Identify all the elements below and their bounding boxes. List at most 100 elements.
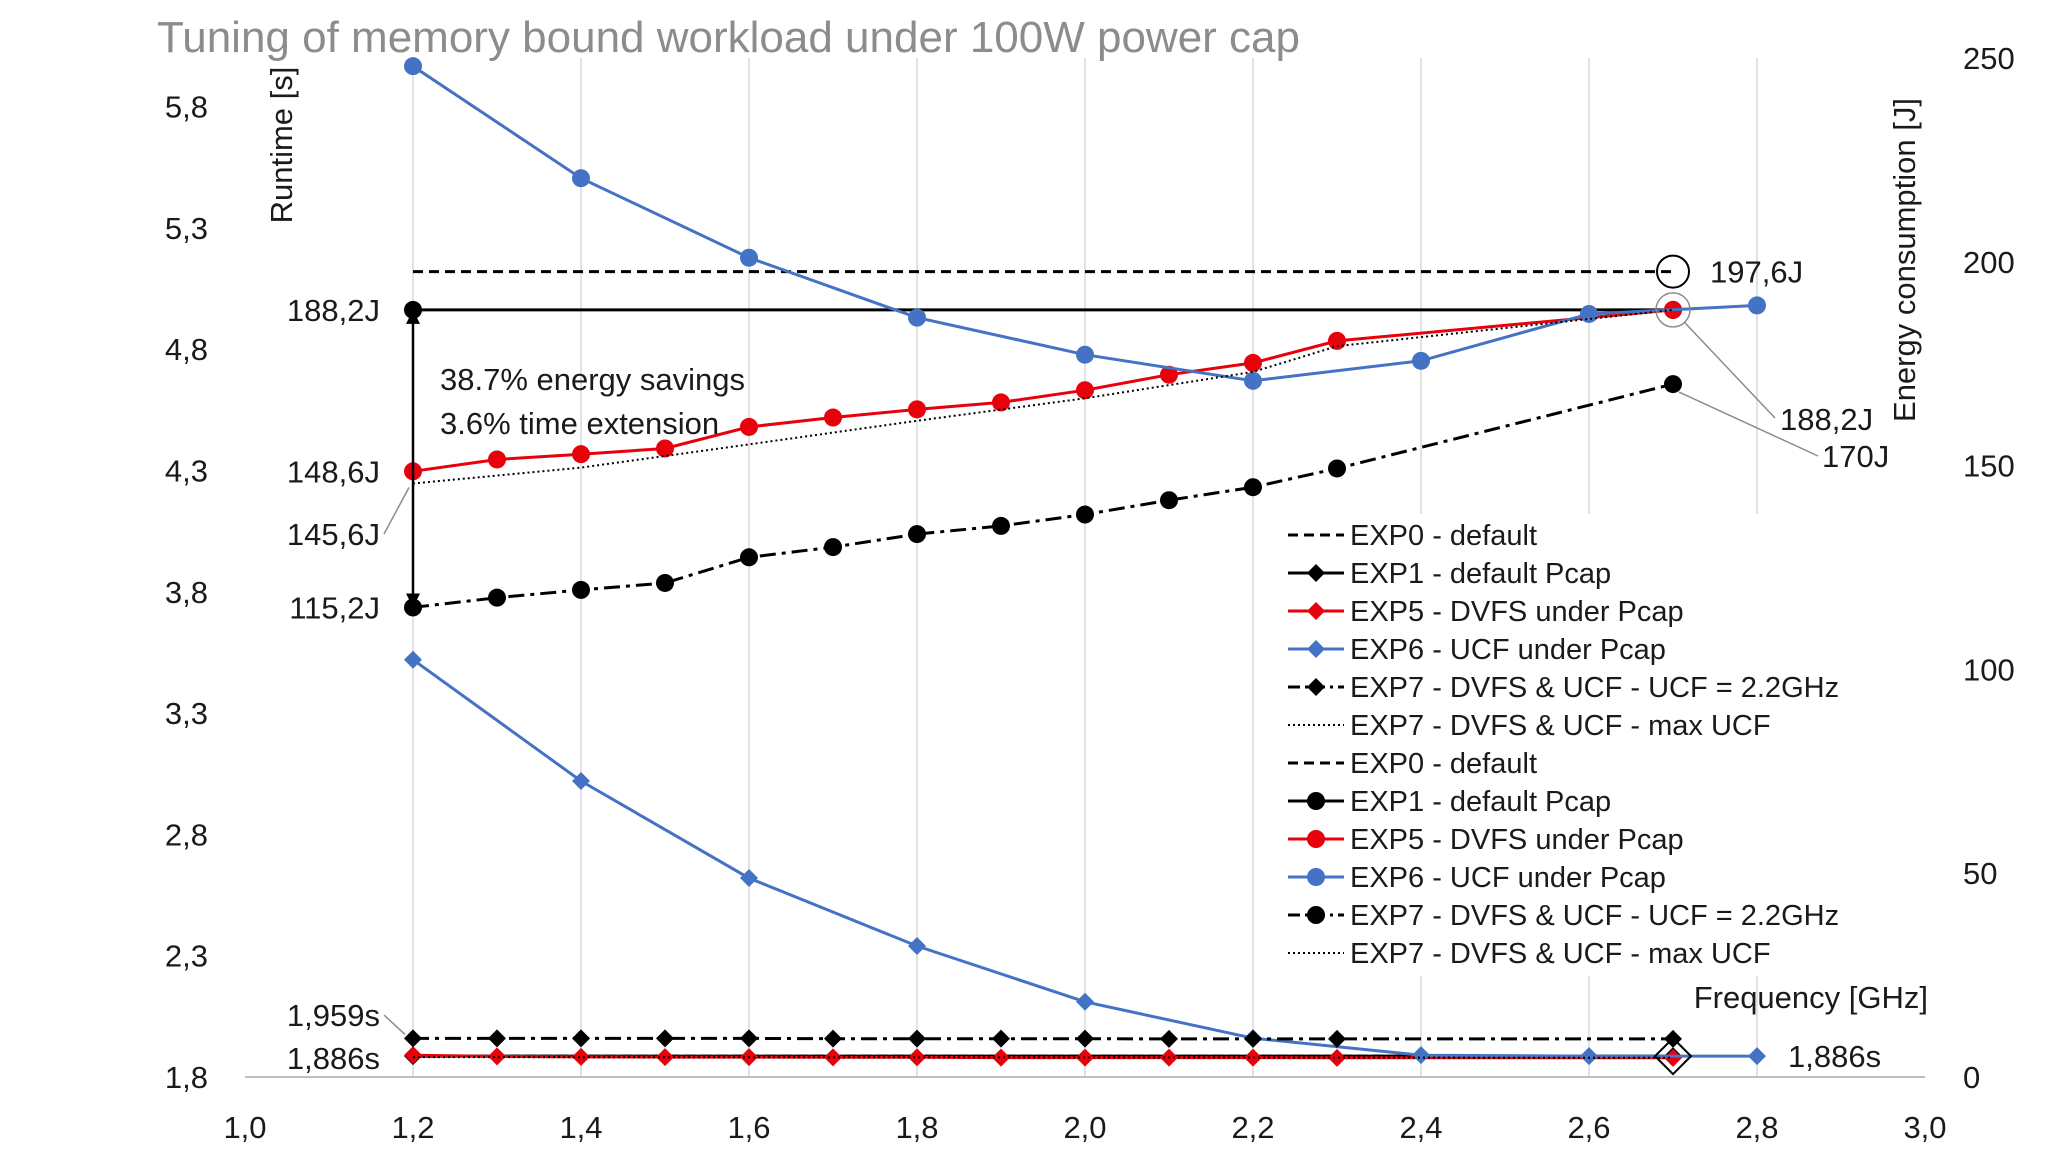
runtime-series-2-point (572, 1047, 590, 1066)
energy-series-4-point (488, 588, 506, 607)
runtime-series-3-point (1580, 1047, 1598, 1066)
x-tick-label: 2,6 (1567, 1110, 1610, 1145)
runtime-series-4-point (488, 1029, 506, 1048)
y-axis-ticks: 1,8 2,3 2,8 3,3 3,8 4,3 4,8 5,3 5,8 (165, 90, 208, 1095)
highlight-diamond (1653, 1036, 1693, 1076)
energy-series-5-line (412, 308, 1674, 485)
energy-series-2-point (1328, 331, 1346, 350)
runtime-series-4-point (1076, 1029, 1094, 1048)
energy-series-4-point (740, 548, 758, 567)
y-tick-label: 4,3 (165, 453, 208, 488)
energy-series-3-point (908, 308, 926, 327)
runtime-series-3-point (1412, 1046, 1430, 1065)
left-annotation-label: 115,2J (289, 590, 380, 625)
chart-title: Tuning of memory bound workload under 10… (157, 13, 1300, 62)
runtime-series-3-point (404, 650, 422, 669)
left-annotation-label: 188,2J (287, 293, 380, 328)
runtime-series-3-point (1076, 992, 1094, 1011)
left-annotation-label: 1,886s (287, 1041, 380, 1076)
right-annotation-label: 170J (1822, 439, 1889, 474)
y-tick-label: 3,3 (165, 696, 208, 731)
x-tick-label: 2,4 (1399, 1110, 1442, 1145)
runtime-series-4-point (404, 1029, 422, 1048)
legend-marker (1307, 678, 1325, 696)
legend-marker (1307, 640, 1325, 658)
legend-marker (1307, 564, 1325, 582)
highlight-circle (1655, 292, 1691, 328)
legend-label: EXP5 - DVFS under Pcap (1350, 824, 1684, 856)
right-annotation-label: 188,2J (1780, 402, 1873, 437)
energy-series-2-point (992, 393, 1010, 412)
left-annotation-label: 148,6J (287, 454, 380, 489)
y2-tick-label: 50 (1963, 856, 1997, 891)
legend-label: EXP1 - default Pcap (1350, 558, 1611, 590)
leader-line (1678, 391, 1819, 457)
y2-axis-ticks: 0 50 100 150 200 250 (1963, 41, 2015, 1095)
energy-series-4-point (908, 525, 926, 544)
runtime-series-3-point (1748, 1047, 1766, 1066)
runtime-series-4-point (1328, 1029, 1346, 1048)
x-tick-label: 2,2 (1231, 1110, 1274, 1145)
energy-series-3-point (1748, 296, 1766, 315)
left-annotation-label: 1,959s (287, 998, 380, 1033)
legend-background (1282, 514, 1842, 976)
runtime-series-4-point (572, 1029, 590, 1048)
y-tick-label: 5,8 (165, 90, 208, 125)
y-axis-title: Runtime [s] (264, 67, 299, 224)
y-tick-label: 5,3 (165, 211, 208, 246)
savings-arrow-head-bottom (406, 593, 420, 608)
right-annotation-label: 197,6J (1710, 255, 1803, 290)
legend-marker (1307, 830, 1325, 848)
runtime-series-2-point (404, 1046, 422, 1065)
left-annotation-label: 145,6J (287, 517, 380, 552)
x-tick-label: 1,0 (223, 1110, 266, 1145)
energy-series-3-point (404, 57, 422, 76)
x-tick-label: 1,8 (895, 1110, 938, 1145)
runtime-series-2-point (992, 1048, 1010, 1067)
energy-series-3-point (1580, 304, 1598, 323)
runtime-series-2-point (488, 1047, 506, 1066)
legend-label: EXP7 - DVFS & UCF - UCF = 2.2GHz (1350, 900, 1839, 932)
energy-series-4-point (572, 580, 590, 599)
leader-line (383, 1014, 406, 1035)
x-tick-label: 1,6 (727, 1110, 770, 1145)
runtime-series-5-line (412, 1056, 1674, 1059)
legend-label: EXP7 - DVFS & UCF - max UCF (1350, 710, 1771, 742)
y2-tick-label: 0 (1963, 1060, 1980, 1095)
legend-label: EXP7 - DVFS & UCF - max UCF (1350, 938, 1771, 970)
energy-series-3-point (1244, 371, 1262, 390)
y2-tick-label: 150 (1963, 449, 2015, 484)
runtime-series-4-line (413, 1036, 1673, 1041)
legend-marker (1307, 792, 1325, 810)
y2-tick-label: 100 (1963, 652, 2015, 687)
energy-series-2-point (1160, 365, 1178, 384)
runtime-series-2-point (1076, 1048, 1094, 1067)
runtime-series-4-point (656, 1029, 674, 1048)
legend-label: EXP0 - default (1350, 520, 1537, 552)
energy-series-2-point (824, 408, 842, 427)
legend-label: EXP6 - UCF under Pcap (1350, 862, 1666, 894)
y2-axis-title: Energy consumption [J] (1887, 98, 1922, 422)
x-tick-label: 1,2 (391, 1110, 434, 1145)
y-tick-label: 1,8 (165, 1060, 208, 1095)
runtime-series-3-point (740, 869, 758, 888)
energy-series-4-point (1664, 375, 1682, 394)
legend-marker (1307, 906, 1325, 924)
runtime-series-2-point (908, 1048, 926, 1067)
y-tick-label: 2,3 (165, 939, 208, 974)
runtime-series-3-point (572, 772, 590, 791)
energy-series-4-point (1160, 491, 1178, 510)
y-tick-label: 4,8 (165, 332, 208, 367)
legend-label: EXP6 - UCF under Pcap (1350, 634, 1666, 666)
energy-series-2-point (488, 450, 506, 469)
savings-arrow-head-top (406, 309, 420, 324)
y-tick-label: 3,8 (165, 575, 208, 610)
runtime-series-2-point (1328, 1048, 1346, 1067)
runtime-series-3-point (908, 936, 926, 955)
energy-series-2-point (656, 439, 674, 458)
x-axis-title: Frequency [GHz] (1694, 980, 1928, 1015)
energy-series-3-point (572, 169, 590, 188)
leader-line (383, 487, 410, 535)
highlight-circle (1656, 254, 1690, 289)
